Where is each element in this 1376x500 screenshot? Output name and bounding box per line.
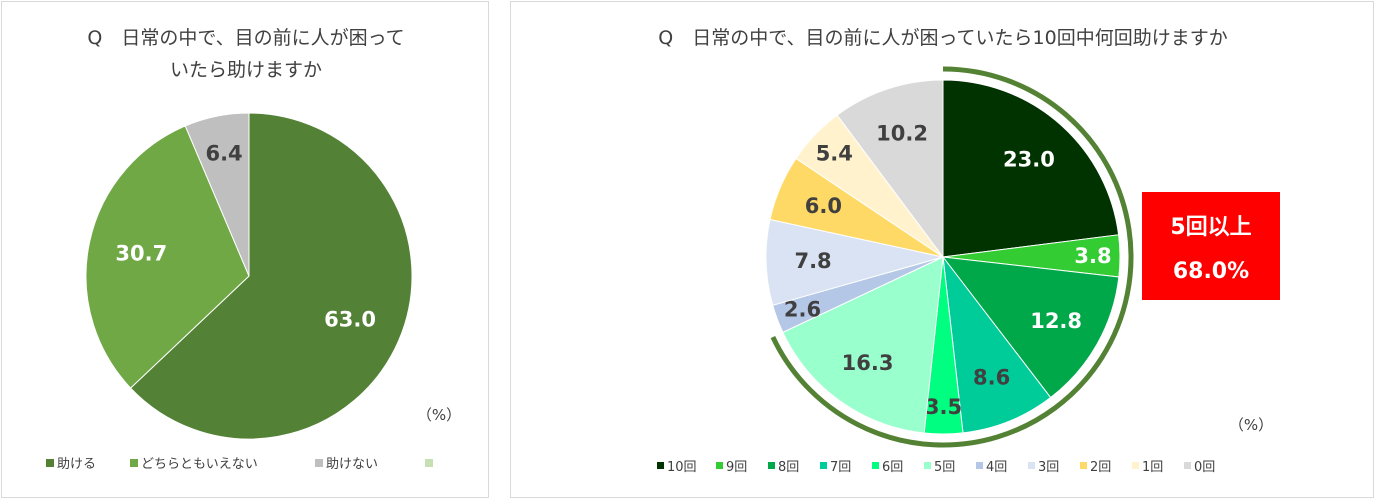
pie-slice bbox=[184, 112, 250, 277]
chart-panel-helping: Q 日常の中で、目の前に人が困って いたら助けますか 63.0 30.7 6.4 （%） 助… bbox=[1, 1, 489, 498]
legend-swatch bbox=[130, 459, 138, 467]
legend-label: 4回 bbox=[986, 460, 1007, 475]
chart-title: Q 日常の中で、目の前に人が困っていたら10回中何回助けますか bbox=[658, 27, 1227, 49]
legend-label: 1回 bbox=[1142, 460, 1163, 475]
legend-swatch bbox=[872, 462, 879, 469]
pie-slice bbox=[782, 256, 944, 434]
legend-label: 9回 bbox=[726, 460, 747, 475]
bracket-arc bbox=[770, 66, 1134, 448]
slice-value-label: 30.7 bbox=[115, 242, 167, 266]
legend-swatch bbox=[1184, 462, 1191, 469]
callout-line-2: 68.0% bbox=[1173, 259, 1249, 284]
legend-label: 3回 bbox=[1038, 460, 1059, 475]
legend-swatch bbox=[1028, 462, 1035, 469]
slice-value-label: 6.4 bbox=[205, 142, 242, 166]
legend-label: 8回 bbox=[778, 460, 799, 475]
legend-swatch bbox=[425, 459, 433, 467]
slice-value-label: 6.0 bbox=[805, 194, 842, 218]
legend-swatch bbox=[657, 462, 664, 469]
legend-swatch bbox=[924, 462, 931, 469]
slice-value-label: 10.2 bbox=[876, 122, 928, 146]
pie-slice bbox=[85, 125, 250, 389]
chart-title-line-2: いたら助けますか bbox=[170, 59, 322, 81]
pie-slice bbox=[129, 112, 413, 440]
legend-label: 0回 bbox=[1194, 460, 1215, 475]
slice-value-label: 16.3 bbox=[842, 351, 894, 375]
legend-swatch bbox=[716, 462, 723, 469]
slice-value-label: 12.8 bbox=[1030, 309, 1082, 333]
slice-value-label: 23.0 bbox=[1003, 147, 1055, 171]
pie-slice bbox=[941, 256, 1120, 399]
slice-value-label: 3.5 bbox=[925, 395, 962, 419]
slice-value-label: 3.8 bbox=[1074, 244, 1111, 268]
legend-swatch bbox=[976, 462, 983, 469]
chart-panel-ten-times: Q 日常の中で、目の前に人が困っていたら10回中何回助けますか 23.0 3.8 12… bbox=[510, 1, 1374, 498]
legend-swatch bbox=[820, 462, 827, 469]
slice-value-label: 8.6 bbox=[973, 366, 1010, 390]
slice-value-label: 2.6 bbox=[784, 298, 821, 322]
legend-label: 2回 bbox=[1090, 460, 1111, 475]
slice-value-label: 63.0 bbox=[324, 307, 376, 331]
slice-value-label: 7.8 bbox=[794, 249, 831, 273]
legend-swatch bbox=[315, 459, 323, 467]
legend-label: 助けない bbox=[326, 457, 378, 472]
callout-box bbox=[1142, 192, 1280, 300]
unit-label: （%） bbox=[417, 406, 461, 424]
legend-swatch bbox=[46, 459, 54, 467]
legend-label: 10回 bbox=[667, 460, 697, 475]
legend-label: 7回 bbox=[830, 460, 851, 475]
legend-swatch bbox=[1132, 462, 1139, 469]
callout-line-1: 5回以上 bbox=[1170, 215, 1251, 240]
legend-swatch bbox=[768, 462, 775, 469]
legend-label: 6回 bbox=[882, 460, 903, 475]
slice-value-label: 5.4 bbox=[816, 142, 853, 166]
legend-swatch bbox=[1080, 462, 1087, 469]
legend-label: どちらともいえない bbox=[141, 457, 258, 472]
chart-title-line-1: Q 日常の中で、目の前に人が困って bbox=[87, 27, 404, 49]
legend-label: 助ける bbox=[57, 457, 96, 472]
unit-label: （%） bbox=[1229, 416, 1273, 434]
pie-chart-ten-times: Q 日常の中で、目の前に人が困っていたら10回中何回助けますか 23.0 3.8 12… bbox=[657, 27, 1280, 475]
legend-label: 5回 bbox=[934, 460, 955, 475]
pie-slice bbox=[942, 79, 1120, 258]
pie-slice bbox=[836, 79, 944, 259]
pie-slice bbox=[942, 255, 1052, 434]
